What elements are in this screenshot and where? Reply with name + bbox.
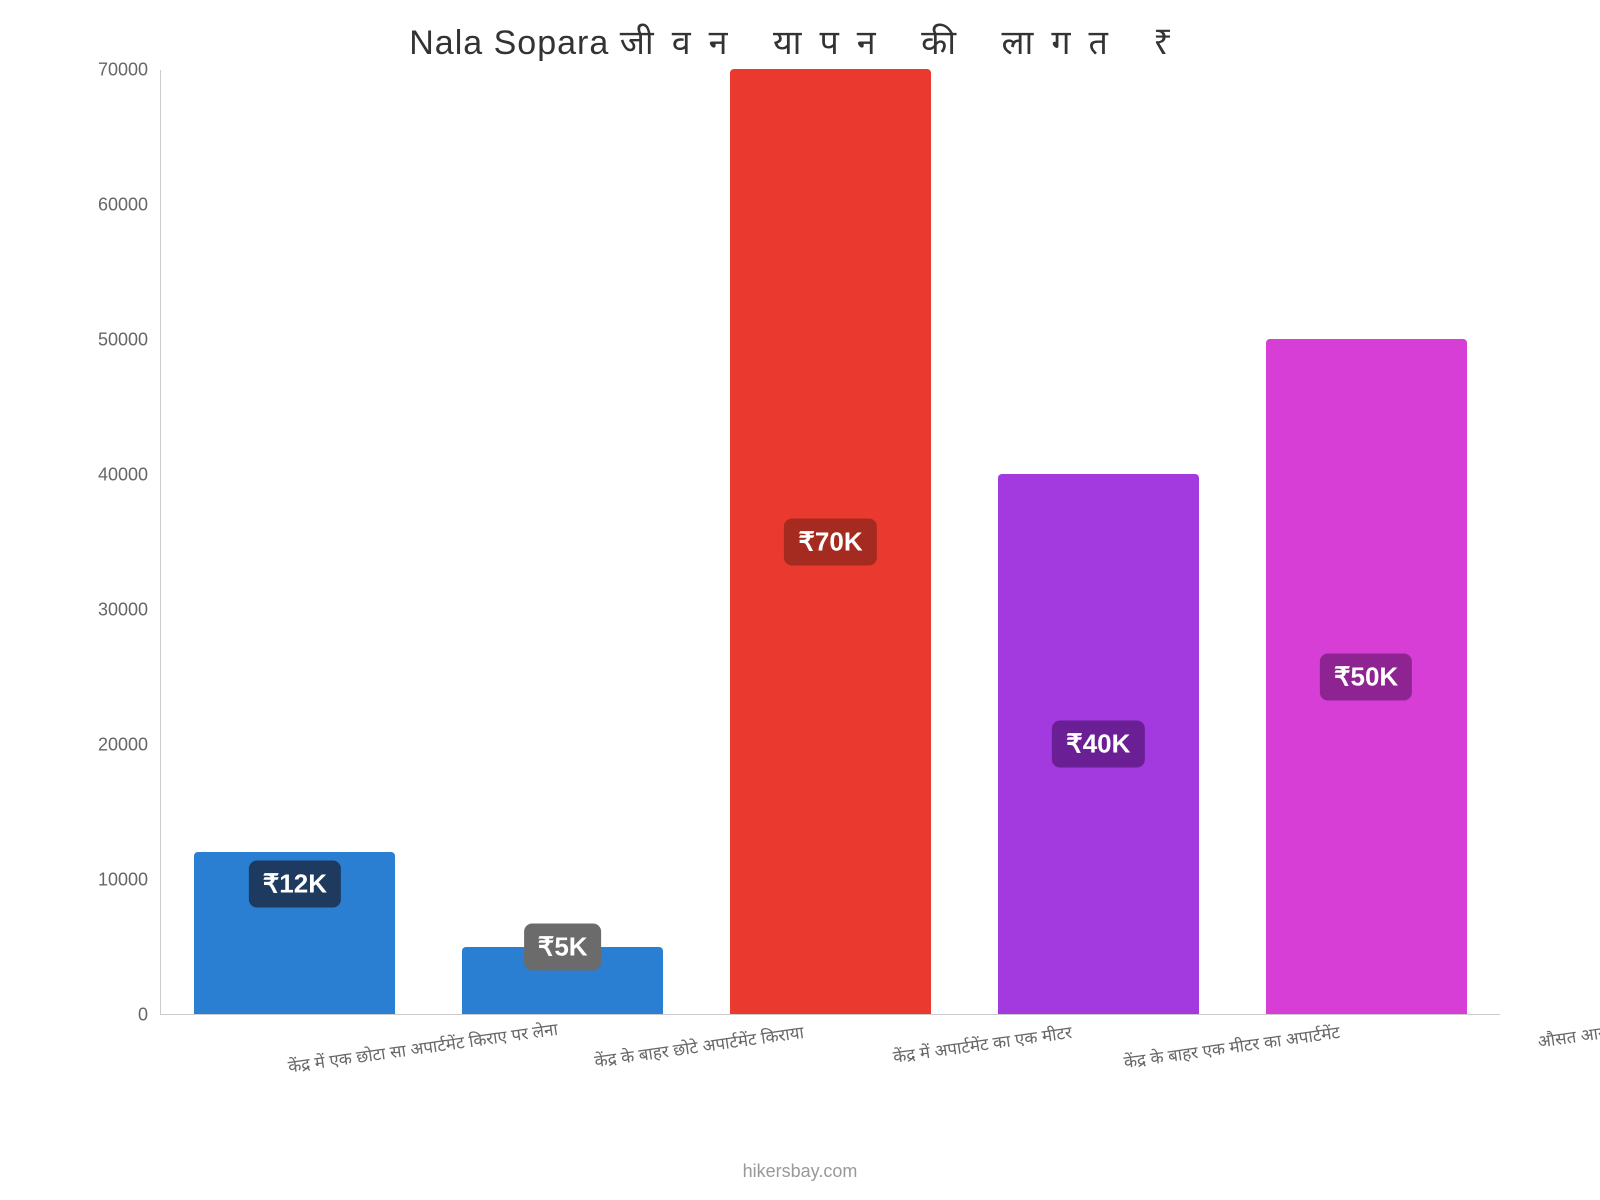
x-label: केंद्र में अपार्टमेंट का एक मीटर <box>822 1020 1073 1078</box>
bar: ₹70K <box>730 69 931 1014</box>
y-tick: 60000 <box>98 195 148 216</box>
y-axis: 010000200003000040000500006000070000 <box>50 70 160 1015</box>
y-tick: 40000 <box>98 465 148 486</box>
bar-value-label: ₹12K <box>249 861 341 908</box>
bar: ₹12K <box>194 852 395 1014</box>
x-label: औसत आय <box>1358 1020 1600 1078</box>
bar: ₹50K <box>1266 339 1467 1014</box>
y-tick: 30000 <box>98 600 148 621</box>
y-tick: 50000 <box>98 330 148 351</box>
bar-value-label: ₹70K <box>784 518 876 565</box>
bar: ₹40K <box>998 474 1199 1014</box>
y-tick: 20000 <box>98 735 148 756</box>
y-tick: 0 <box>138 1005 148 1026</box>
bar-value-label: ₹40K <box>1052 721 1144 768</box>
title-prefix: Nala Sopara <box>409 24 619 62</box>
x-axis: केंद्र में एक छोटा सा अपार्टमेंट किराए प… <box>160 1020 1500 1043</box>
x-label: केंद्र के बाहर छोटे अपार्टमेंट किराया <box>554 1020 805 1078</box>
x-label: केंद्र में एक छोटा सा अपार्टमेंट किराए प… <box>286 1020 537 1078</box>
y-tick: 70000 <box>98 60 148 81</box>
chart-title: Nala Sopara जीवन यापन की लागत ₹ <box>50 0 1550 64</box>
attribution: hikersbay.com <box>50 1161 1550 1182</box>
bar-value-label: ₹50K <box>1320 653 1412 700</box>
bar: ₹5K <box>462 947 663 1015</box>
bars-container: ₹12K ₹5K ₹70K ₹40K ₹50K <box>161 70 1500 1014</box>
title-spaced: जीवन यापन की लागत ₹ <box>620 24 1191 62</box>
bar-value-label: ₹5K <box>524 923 602 970</box>
y-tick: 10000 <box>98 870 148 891</box>
cost-of-living-chart: Nala Sopara जीवन यापन की लागत ₹ 0 10000 20… <box>50 0 1550 1200</box>
plot-area: ₹12K ₹5K ₹70K ₹40K ₹50K <box>160 70 1500 1015</box>
x-label: केंद्र के बाहर एक मीटर का अपार्टमेंट <box>1090 1020 1341 1078</box>
